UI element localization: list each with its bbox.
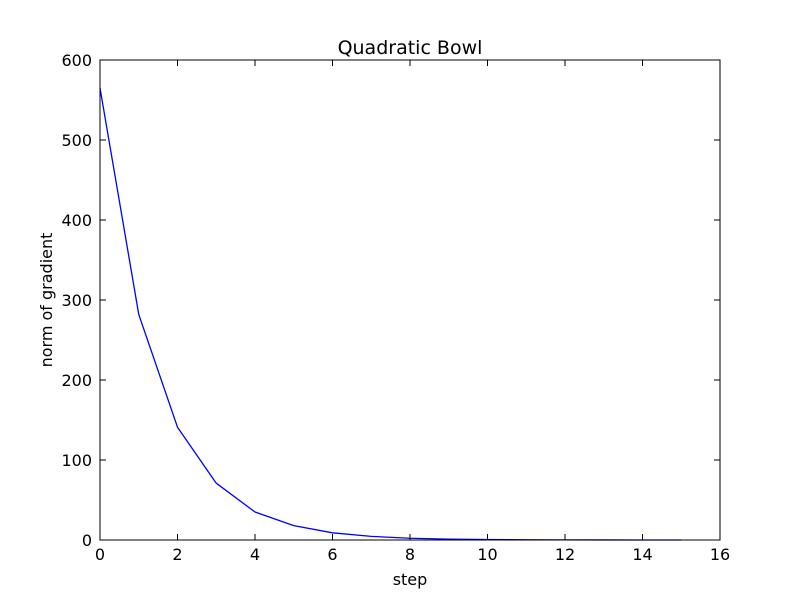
x-tick-label: 16 — [710, 545, 730, 564]
y-tick-label: 100 — [61, 451, 92, 470]
y-tick-label: 600 — [61, 51, 92, 70]
x-tick-label: 2 — [172, 545, 182, 564]
y-tick-label: 200 — [61, 371, 92, 390]
x-tick-label: 8 — [405, 545, 415, 564]
y-tick-label: 300 — [61, 291, 92, 310]
x-tick-label: 0 — [95, 545, 105, 564]
y-tick-label: 400 — [61, 211, 92, 230]
x-axis-label: step — [393, 570, 428, 589]
x-tick-label: 10 — [477, 545, 497, 564]
x-tick-label: 14 — [632, 545, 652, 564]
y-tick-label: 0 — [82, 531, 92, 550]
x-tick-label: 6 — [327, 545, 337, 564]
chart-title: Quadratic Bowl — [338, 37, 483, 59]
x-tick-label: 12 — [555, 545, 575, 564]
plot-area: 0 2 4 6 8 10 12 14 16 0 100 200 300 400 500 600 — [61, 51, 730, 564]
x-tick-label: 4 — [250, 545, 260, 564]
y-tick-label: 500 — [61, 131, 92, 150]
y-axis-label: norm of gradient — [37, 233, 56, 368]
